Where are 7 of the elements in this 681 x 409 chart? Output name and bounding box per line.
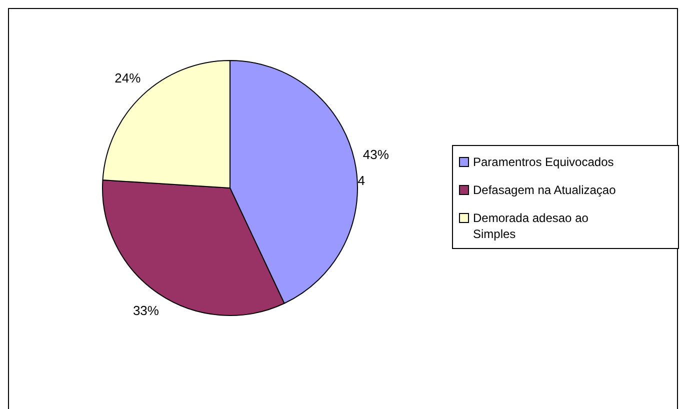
legend-label: Demorada adesao ao Simples bbox=[473, 210, 590, 242]
legend-label: Paramentros Equivocados bbox=[473, 154, 614, 170]
data-label: 33% bbox=[132, 303, 160, 318]
legend-label: Defasagem na Atualizaçao bbox=[473, 182, 616, 198]
text: 4 bbox=[358, 172, 365, 188]
data-label: 24% bbox=[114, 70, 142, 86]
data-label: 43% bbox=[362, 146, 390, 162]
